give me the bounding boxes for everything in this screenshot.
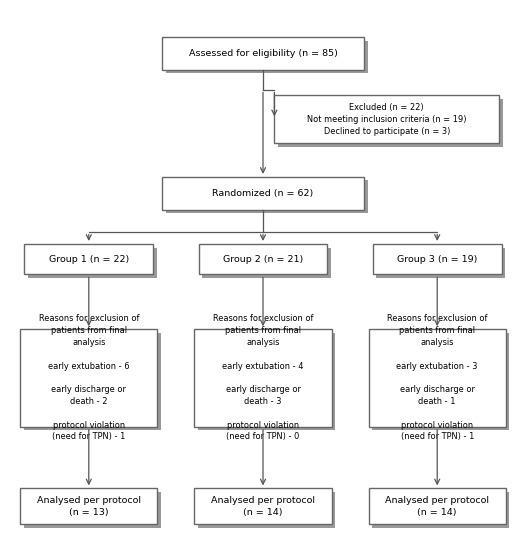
Text: Randomized (n = 62): Randomized (n = 62): [213, 189, 313, 197]
FancyBboxPatch shape: [166, 41, 368, 73]
FancyBboxPatch shape: [372, 333, 509, 431]
FancyBboxPatch shape: [278, 99, 503, 147]
FancyBboxPatch shape: [194, 488, 332, 524]
FancyBboxPatch shape: [373, 244, 502, 274]
FancyBboxPatch shape: [369, 329, 506, 427]
FancyBboxPatch shape: [369, 488, 506, 524]
Text: Reasons for exclusion of
patients from final
analysis

early extubation - 6

ear: Reasons for exclusion of patients from f…: [38, 315, 139, 442]
FancyBboxPatch shape: [198, 333, 335, 431]
Text: Reasons for exclusion of
patients from final
analysis

early extubation - 3

ear: Reasons for exclusion of patients from f…: [387, 315, 488, 442]
FancyBboxPatch shape: [166, 180, 368, 213]
Text: Analysed per protocol
(n = 13): Analysed per protocol (n = 13): [37, 496, 141, 517]
Text: Group 3 (n = 19): Group 3 (n = 19): [397, 255, 478, 263]
FancyBboxPatch shape: [24, 333, 161, 431]
FancyBboxPatch shape: [199, 244, 327, 274]
FancyBboxPatch shape: [275, 96, 499, 143]
FancyBboxPatch shape: [202, 248, 331, 278]
FancyBboxPatch shape: [20, 488, 157, 524]
FancyBboxPatch shape: [377, 248, 505, 278]
FancyBboxPatch shape: [162, 37, 364, 70]
FancyBboxPatch shape: [194, 329, 332, 427]
FancyBboxPatch shape: [20, 329, 157, 427]
Text: Group 2 (n = 21): Group 2 (n = 21): [223, 255, 303, 263]
FancyBboxPatch shape: [162, 177, 364, 210]
Text: Group 1 (n = 22): Group 1 (n = 22): [49, 255, 129, 263]
FancyBboxPatch shape: [28, 248, 157, 278]
Text: Analysed per protocol
(n = 14): Analysed per protocol (n = 14): [385, 496, 489, 517]
FancyBboxPatch shape: [24, 492, 161, 528]
FancyBboxPatch shape: [24, 244, 153, 274]
FancyBboxPatch shape: [198, 492, 335, 528]
Text: Reasons for exclusion of
patients from final
analysis

early extubation - 4

ear: Reasons for exclusion of patients from f…: [213, 315, 313, 442]
Text: Assessed for eligibility (n = 85): Assessed for eligibility (n = 85): [188, 49, 338, 58]
Text: Analysed per protocol
(n = 14): Analysed per protocol (n = 14): [211, 496, 315, 517]
Text: Excluded (n = 22)
Not meeting inclusion criteria (n = 19)
Declined to participat: Excluded (n = 22) Not meeting inclusion …: [307, 103, 467, 135]
FancyBboxPatch shape: [372, 492, 509, 528]
